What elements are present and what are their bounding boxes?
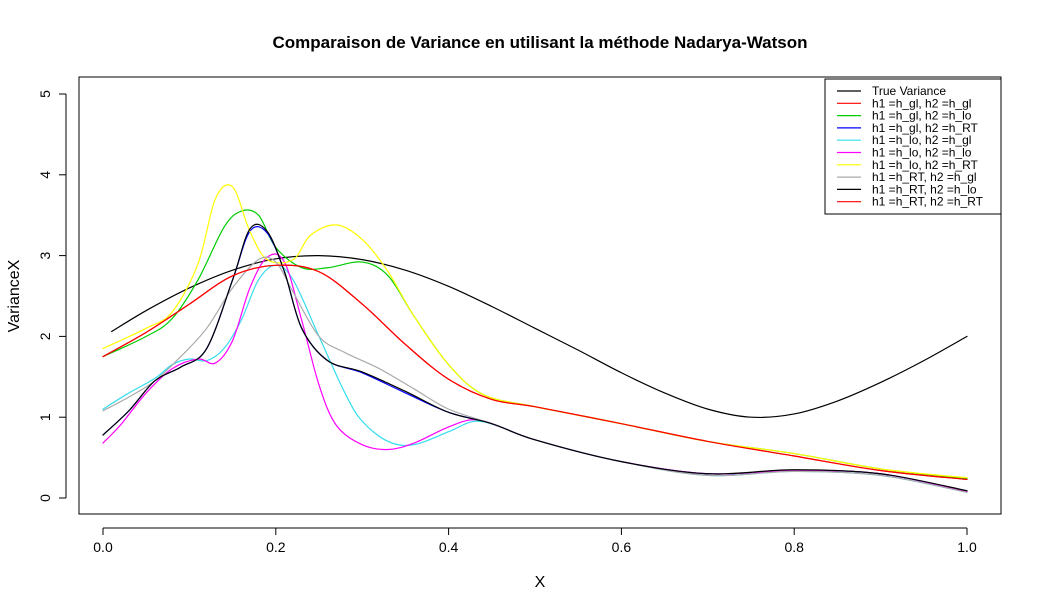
chart-title: Comparaison de Variance en utilisant la … xyxy=(272,33,807,52)
y-tick-label: 3 xyxy=(37,251,53,259)
legend-label: h1 =h_lo, h2 =h_gl xyxy=(872,133,971,147)
series-line-2 xyxy=(102,264,968,481)
legend-label: h1 =h_RT, h2 =h_gl xyxy=(872,170,977,184)
legend-label: h1 =h_gl, h2 =h_gl xyxy=(872,96,971,110)
legend-label: h1 =h_gl, h2 =h_RT xyxy=(872,121,979,135)
x-tick-label: 0.2 xyxy=(266,539,286,555)
legend-label: h1 =h_lo, h2 =h_lo xyxy=(872,146,972,160)
y-tick-label: 5 xyxy=(37,90,53,98)
series-line-10 xyxy=(102,264,968,481)
x-tick-label: 0.8 xyxy=(784,539,804,555)
x-tick-label: 0.4 xyxy=(439,539,459,555)
series-line-4 xyxy=(102,226,968,493)
x-tick-label: 0.6 xyxy=(612,539,632,555)
y-axis: 0 1 2 3 4 5 xyxy=(37,90,67,502)
series-line-3 xyxy=(102,209,968,480)
legend-box xyxy=(824,78,1002,215)
legend-label: h1 =h_gl, h2 =h_lo xyxy=(872,109,972,123)
legend-label: h1 =h_RT, h2 =h_lo xyxy=(872,182,977,196)
legend-label: h1 =h_RT, h2 =h_RT xyxy=(872,195,984,209)
plot-frame xyxy=(78,76,1002,515)
x-axis-label: X xyxy=(535,574,546,591)
series-line-5 xyxy=(102,264,968,493)
series-line-7 xyxy=(102,184,968,479)
y-tick-label: 1 xyxy=(37,413,53,421)
series-line-9 xyxy=(102,223,968,492)
y-tick-label: 4 xyxy=(37,171,53,179)
x-axis: 0.0 0.2 0.4 0.6 0.8 1.0 xyxy=(93,527,977,555)
y-axis-label: VarianceX xyxy=(6,259,23,332)
y-tick-label: 2 xyxy=(37,332,53,340)
series-line-8 xyxy=(102,256,968,493)
series-layer xyxy=(102,184,968,493)
legend-label: h1 =h_lo, h2 =h_RT xyxy=(872,158,979,172)
series-line-1 xyxy=(111,254,968,419)
x-tick-label: 1.0 xyxy=(957,539,977,555)
series-line-6 xyxy=(102,253,968,493)
legend-label: True Variance xyxy=(872,84,946,98)
x-tick-label: 0.0 xyxy=(93,539,113,555)
y-tick-label: 0 xyxy=(37,494,53,502)
